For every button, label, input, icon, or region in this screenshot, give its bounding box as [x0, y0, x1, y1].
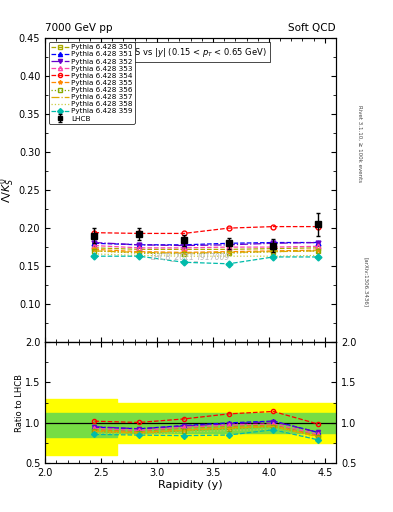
Pythia 6.428 359: [182, 259, 186, 265]
Line: Pythia 6.428 351: Pythia 6.428 351: [92, 240, 321, 247]
Pythia 6.428 351: [271, 240, 276, 246]
Line: Pythia 6.428 350: Pythia 6.428 350: [92, 245, 321, 252]
Line: Pythia 6.428 353: Pythia 6.428 353: [92, 243, 321, 250]
Pythia 6.428 353: [226, 244, 231, 250]
Pythia 6.428 356: [92, 248, 97, 254]
Pythia 6.428 356: [226, 250, 231, 256]
Pythia 6.428 353: [271, 244, 276, 250]
Pythia 6.428 357: [137, 249, 141, 255]
Line: Pythia 6.428 352: Pythia 6.428 352: [92, 240, 321, 248]
Y-axis label: Ratio to LHCB: Ratio to LHCB: [15, 374, 24, 432]
Y-axis label: $\bar{\Lambda}/K^0_S$: $\bar{\Lambda}/K^0_S$: [0, 177, 17, 203]
Pythia 6.428 350: [316, 245, 320, 251]
Pythia 6.428 355: [92, 246, 97, 252]
Line: Pythia 6.428 358: Pythia 6.428 358: [94, 254, 318, 256]
Pythia 6.428 355: [226, 248, 231, 254]
Pythia 6.428 355: [271, 248, 276, 254]
Pythia 6.428 359: [92, 253, 97, 259]
Pythia 6.428 352: [182, 243, 186, 249]
Line: Pythia 6.428 356: Pythia 6.428 356: [92, 248, 321, 257]
Pythia 6.428 353: [316, 243, 320, 249]
Pythia 6.428 359: [271, 254, 276, 260]
Pythia 6.428 352: [271, 240, 276, 246]
Pythia 6.428 356: [316, 248, 320, 254]
Pythia 6.428 354: [271, 224, 276, 230]
Pythia 6.428 351: [92, 240, 97, 246]
Pythia 6.428 357: [271, 248, 276, 254]
Pythia 6.428 352: [226, 242, 231, 248]
Pythia 6.428 354: [92, 229, 97, 236]
Pythia 6.428 358: [271, 253, 276, 259]
Text: 7000 GeV pp: 7000 GeV pp: [45, 23, 113, 33]
Line: Pythia 6.428 359: Pythia 6.428 359: [92, 254, 321, 266]
Pythia 6.428 353: [92, 243, 97, 249]
Pythia 6.428 350: [271, 246, 276, 252]
Pythia 6.428 350: [92, 245, 97, 251]
Pythia 6.428 355: [182, 249, 186, 255]
Pythia 6.428 358: [182, 253, 186, 259]
Pythia 6.428 358: [316, 252, 320, 259]
Pythia 6.428 359: [137, 253, 141, 259]
Pythia 6.428 359: [316, 254, 320, 260]
Text: LHCB_2011_I917009: LHCB_2011_I917009: [151, 252, 230, 262]
Line: Pythia 6.428 357: Pythia 6.428 357: [94, 251, 318, 253]
X-axis label: Rapidity (y): Rapidity (y): [158, 480, 223, 489]
Pythia 6.428 356: [182, 251, 186, 257]
Pythia 6.428 353: [182, 245, 186, 251]
Text: Rivet 3.1.10, ≥ 100k events: Rivet 3.1.10, ≥ 100k events: [357, 105, 362, 182]
Pythia 6.428 356: [271, 248, 276, 254]
Pythia 6.428 357: [316, 248, 320, 254]
Pythia 6.428 350: [182, 246, 186, 252]
Pythia 6.428 354: [182, 230, 186, 237]
Pythia 6.428 355: [316, 247, 320, 253]
Pythia 6.428 351: [226, 240, 231, 246]
Pythia 6.428 357: [92, 248, 97, 254]
Pythia 6.428 359: [226, 261, 231, 267]
Pythia 6.428 350: [137, 246, 141, 252]
Pythia 6.428 358: [137, 252, 141, 259]
Pythia 6.428 353: [137, 245, 141, 251]
Text: Soft QCD: Soft QCD: [288, 23, 336, 33]
Pythia 6.428 351: [182, 242, 186, 248]
Pythia 6.428 356: [137, 250, 141, 256]
Line: Pythia 6.428 354: Pythia 6.428 354: [92, 224, 321, 236]
Line: Pythia 6.428 355: Pythia 6.428 355: [92, 247, 321, 255]
Pythia 6.428 357: [226, 249, 231, 255]
Pythia 6.428 358: [92, 251, 97, 257]
Legend: Pythia 6.428 350, Pythia 6.428 351, Pythia 6.428 352, Pythia 6.428 353, Pythia 6: Pythia 6.428 350, Pythia 6.428 351, Pyth…: [49, 42, 135, 124]
Pythia 6.428 357: [182, 250, 186, 256]
Pythia 6.428 354: [316, 224, 320, 230]
Text: [arXiv:1306.3436]: [arXiv:1306.3436]: [363, 257, 368, 307]
Pythia 6.428 355: [137, 248, 141, 254]
Pythia 6.428 351: [137, 242, 141, 248]
Pythia 6.428 350: [226, 246, 231, 252]
Pythia 6.428 354: [226, 225, 231, 231]
Pythia 6.428 352: [137, 242, 141, 248]
Pythia 6.428 351: [316, 240, 320, 246]
Pythia 6.428 352: [92, 240, 97, 246]
Pythia 6.428 358: [226, 253, 231, 259]
Pythia 6.428 354: [137, 230, 141, 237]
Pythia 6.428 352: [316, 240, 320, 246]
Text: $\overline{\Lambda}$/KOS vs $|y|$ (0.15 < $p_T$ < 0.65 GeV): $\overline{\Lambda}$/KOS vs $|y|$ (0.15 …: [114, 45, 267, 59]
